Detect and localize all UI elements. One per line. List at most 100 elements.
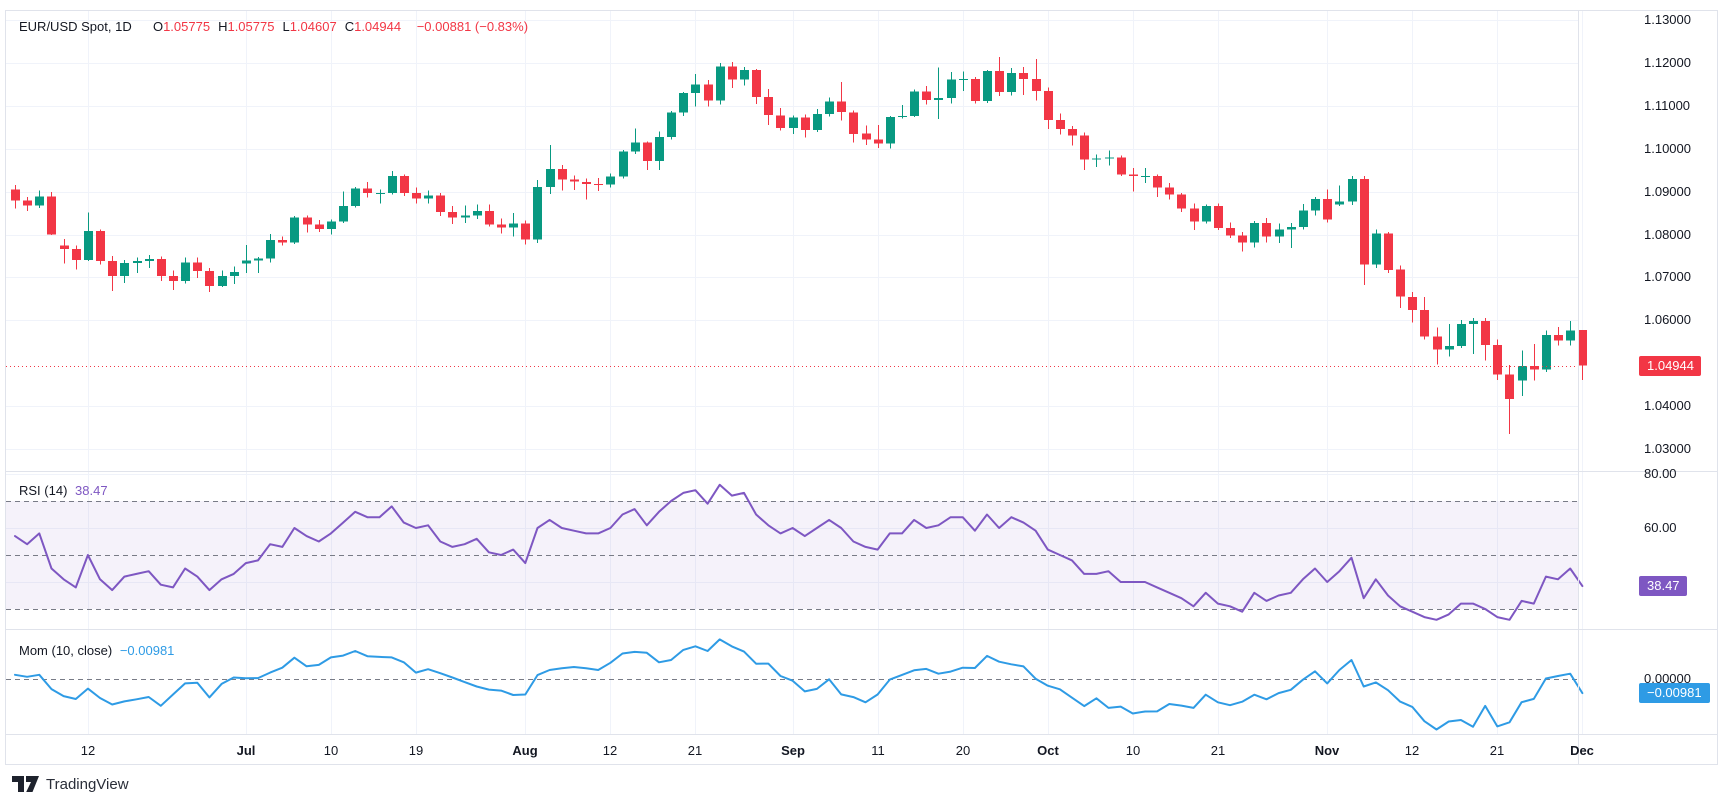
price-axis-label[interactable]: 1.10000 [1644,141,1691,156]
candle-body [1056,120,1065,129]
candle-body [485,211,494,225]
price-axis-label[interactable]: 1.07000 [1644,269,1691,284]
candle-body [218,275,227,287]
candle-body [157,259,166,277]
time-tick-label[interactable]: 10 [1125,743,1141,758]
time-tick-label[interactable]: 21 [1489,743,1505,758]
candle-body [1505,374,1514,399]
candle-body [570,179,579,182]
candle-body [558,168,567,180]
candle-body [934,98,943,100]
candle-body [1420,310,1429,337]
candle-body [752,70,761,98]
candle-body [1396,269,1405,297]
chart-canvas[interactable] [6,11,1717,764]
time-tick-label[interactable]: 10 [323,743,339,758]
time-tick-label[interactable]: 11 [871,743,885,758]
candle-body [1323,198,1332,220]
candle-body [764,97,773,116]
last-price-badge-text: 1.04944 [1647,358,1694,373]
time-tick-label[interactable]: 12 [80,743,96,758]
time-tick-label[interactable]: 20 [955,743,971,758]
candle-body [594,183,603,185]
candle-body [643,142,652,162]
time-tick-label[interactable]: 19 [408,743,424,758]
time-tick-label[interactable]: 21 [687,743,703,758]
candle-body [1481,321,1490,345]
price-axis-label[interactable]: 1.09000 [1644,184,1691,199]
candle-body [461,215,470,218]
candle-body [339,206,348,222]
rsi-indicator-name: RSI (14) [19,483,68,498]
candle-body [995,71,1004,93]
price-axis-label[interactable]: 1.12000 [1644,55,1691,70]
candle-body [813,114,822,130]
time-tick-label[interactable]: Jul [236,743,256,758]
time-tick-label[interactable]: Nov [1314,743,1340,758]
candle-body [230,271,239,276]
price-axis-label[interactable]: 1.03000 [1644,441,1691,456]
candle-body [704,84,713,101]
candle-body [1384,233,1393,270]
price-axis-label[interactable]: 1.06000 [1644,312,1691,327]
ohlc-item: H1.05775 [218,19,278,34]
time-tick-label[interactable]: Oct [1037,743,1059,758]
candle-body [1080,135,1089,160]
candle-body [193,262,202,272]
rsi-axis-label[interactable]: 80.00 [1644,466,1677,481]
candle-body [1578,330,1587,366]
candle-body [910,91,919,117]
candle-body [254,258,263,261]
candle-body [1141,175,1150,177]
mom-indicator-name: Mom (10, close) [19,643,113,658]
price-axis-label[interactable]: 1.08000 [1644,227,1691,242]
mom-legend[interactable]: Mom (10, close) −0.00981 [19,641,178,661]
candle-body [327,221,336,229]
candle-body [521,223,530,240]
candle-body [448,211,457,218]
candle-body [691,84,700,93]
time-tick-label[interactable]: 21 [1210,743,1226,758]
candle-body [23,200,32,206]
price-axis-label[interactable]: 1.11000 [1644,98,1691,113]
candle-body [1493,344,1502,375]
candle-body [1457,323,1466,347]
ohlc-value: 1.05775 [227,19,275,34]
candle-body [1105,157,1114,159]
candle-body [47,196,56,235]
mom-axis-label[interactable]: 0.00000 [1644,671,1691,686]
candle-body [983,71,992,102]
candle-body [1287,226,1296,230]
tradingview-watermark[interactable]: TradingView [12,776,129,793]
candle-body [1360,178,1369,265]
candle-body [776,115,785,129]
time-tick-label[interactable]: 12 [1404,743,1420,758]
candle-body [1554,335,1563,341]
candle-body [35,196,44,206]
rsi-legend[interactable]: RSI (14) 38.47 [19,481,112,501]
candle-body [837,101,846,113]
candle-body [376,192,385,194]
ohlc-values: O1.05775 H1.05775 L1.04607 C1.04944 [153,19,409,34]
rsi-axis-label[interactable]: 60.00 [1644,520,1677,535]
rsi-value-badge-text: 38.47 [1647,578,1680,593]
symbol-legend[interactable]: EUR/USD Spot, 1D O1.05775 H1.05775 L1.0460… [19,17,532,37]
time-tick-label[interactable]: Sep [781,743,805,758]
candle-body [825,101,834,114]
candle-body [278,240,287,243]
time-tick-label[interactable]: 12 [602,743,618,758]
candle-body [315,224,324,229]
candle-body [655,137,664,162]
time-tick-label[interactable]: Dec [1570,743,1594,758]
time-tick-label[interactable]: Aug [512,743,538,758]
price-axis-label[interactable]: 1.04000 [1644,398,1691,413]
ohlc-letter: O [152,19,164,34]
candle-body [133,261,142,263]
price-axis-label[interactable]: 1.13000 [1644,12,1691,27]
candle-body [1542,335,1551,370]
tradingview-brand-text: TradingView [46,776,129,793]
candle-body [1117,157,1126,175]
candle-body [388,175,397,193]
candle-body [11,189,20,201]
